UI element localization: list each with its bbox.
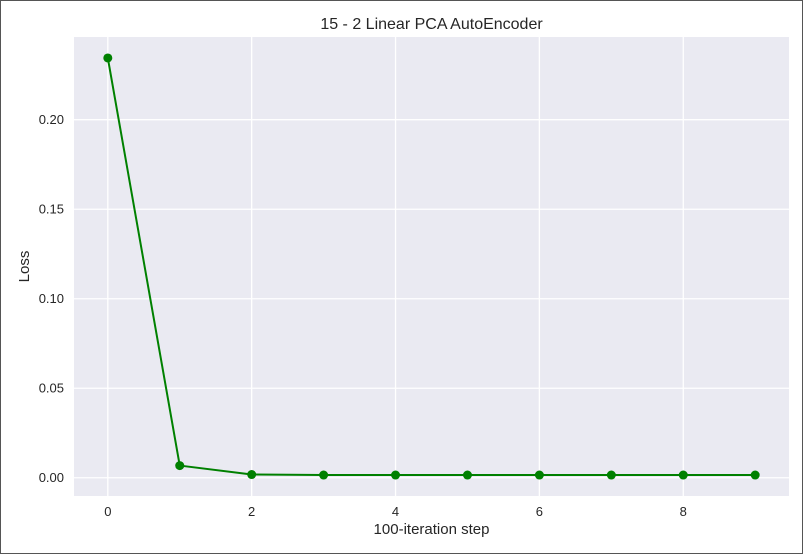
data-point [534, 470, 544, 480]
y-tick-label: 0.05 [39, 381, 64, 396]
y-tick-label: 0.15 [39, 202, 64, 217]
data-point [319, 470, 329, 480]
x-axis-label: 100-iteration step [374, 521, 490, 538]
data-point [606, 470, 616, 480]
data-point [247, 470, 257, 480]
x-tick-label: 4 [392, 504, 399, 519]
y-tick-label: 0.10 [39, 291, 64, 306]
data-point [103, 53, 113, 63]
plot-area [74, 37, 789, 496]
data-point [175, 461, 185, 471]
y-tick-label: 0.00 [39, 470, 64, 485]
data-point [391, 470, 401, 480]
series-line [106, 57, 756, 477]
x-tick-label: 0 [104, 504, 111, 519]
grid-lines [74, 37, 789, 496]
x-tick-label: 8 [680, 504, 687, 519]
data-point [462, 470, 472, 480]
data-point [678, 470, 688, 480]
y-tick-labels: 0.00 0.05 0.10 0.15 0.20 [39, 112, 64, 485]
y-axis-label: Loss [16, 251, 33, 283]
x-tick-labels: 0 2 4 6 8 [104, 504, 687, 519]
series-group [103, 53, 760, 480]
x-tick-label: 2 [248, 504, 255, 519]
y-tick-label: 0.20 [39, 112, 64, 127]
chart-title: 15 - 2 Linear PCA AutoEncoder [320, 16, 543, 33]
data-point [750, 470, 760, 480]
x-tick-label: 6 [536, 504, 543, 519]
